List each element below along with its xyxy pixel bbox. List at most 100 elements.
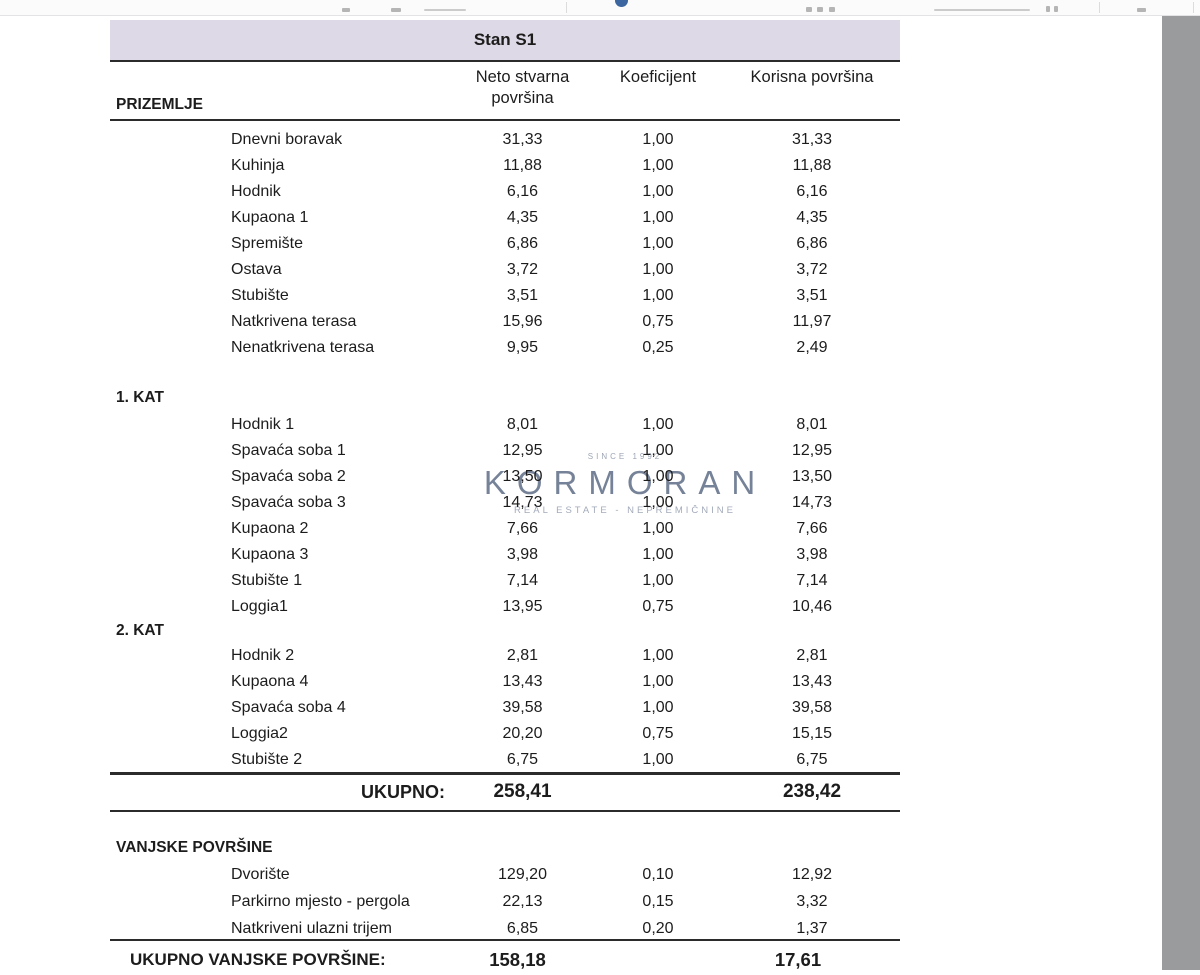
- table-row: Loggia2 20,20 0,75 15,15: [0, 721, 900, 747]
- row-name: Dvorište: [231, 866, 290, 883]
- table-row: Stubište 1 7,14 1,00 7,14: [0, 568, 900, 594]
- row-neto-value: 8,01: [506, 416, 539, 433]
- viewer-gutter[interactable]: [1162, 16, 1200, 970]
- section-label-vanjske-povr-ine: VANJSKE POVRŠINE: [116, 839, 273, 856]
- row-koef-value: 0,75: [642, 313, 674, 330]
- toolbar-separator: [1193, 2, 1194, 13]
- total-row: UKUPNO: 258,41 238,42: [0, 777, 900, 807]
- row-name: Spremište: [231, 235, 304, 252]
- table-row: Spavaća soba 4 39,58 1,00 39,58: [0, 695, 900, 721]
- outdoor-total-label: UKUPNO VANJSKE POVRŠINE:: [130, 950, 386, 969]
- row-neto-value: 11,88: [503, 157, 542, 174]
- row-neto-value: 13,95: [502, 598, 543, 615]
- row-neto-value: 14,73: [502, 494, 543, 511]
- row-korisna-value: 3,51: [796, 287, 828, 304]
- cropped-toolbar-icon[interactable]: [829, 7, 835, 12]
- row-koef-value: 1,00: [642, 416, 674, 433]
- row-neto-value: 20,20: [502, 725, 543, 742]
- table-row: Hodnik 1 8,01 1,00 8,01: [0, 412, 900, 438]
- total-korisna-value: 238,42: [782, 781, 842, 802]
- row-koef-value: 0,10: [642, 866, 674, 883]
- row-name: Stubište 1: [231, 572, 303, 589]
- row-koef-value: 1,00: [642, 209, 674, 226]
- row-neto-value: 13,50: [502, 468, 543, 485]
- table-row: Hodnik 6,16 1,00 6,16: [0, 179, 900, 205]
- row-neto-value: 12,95: [502, 442, 543, 459]
- row-korisna-value: 12,95: [791, 442, 833, 459]
- row-koef-value: 0,20: [642, 920, 674, 937]
- cropped-toolbar-icon[interactable]: [817, 7, 823, 12]
- table-row: Natkrivena terasa 15,96 0,75 11,97: [0, 309, 900, 335]
- row-neto-value: 13,43: [502, 673, 543, 690]
- row-korisna-value: 11,97: [792, 313, 832, 330]
- row-neto-value: 129,20: [498, 866, 547, 883]
- row-korisna-value: 7,66: [796, 520, 828, 537]
- row-korisna-value: 12,92: [791, 866, 833, 883]
- total-neto-value: 258,41: [493, 781, 552, 802]
- rule-under-title: [110, 60, 900, 62]
- row-koef-value: 1,00: [642, 699, 674, 716]
- table-row: Kupaona 4 13,43 1,00 13,43: [0, 669, 900, 695]
- total-label: UKUPNO:: [361, 782, 445, 802]
- row-korisna-value: 11,88: [792, 157, 832, 174]
- row-neto-value: 6,85: [506, 920, 539, 937]
- row-korisna-value: 6,86: [796, 235, 828, 252]
- cropped-toolbar-icon[interactable]: [806, 7, 812, 12]
- row-name: Kupaona 3: [231, 546, 309, 563]
- row-koef-value: 1,00: [642, 442, 674, 459]
- toolbar-separator: [1099, 2, 1100, 13]
- row-korisna-value: 10,46: [791, 598, 833, 615]
- outdoor-total-neto-value: 158,18: [489, 949, 546, 970]
- table-row: Stubište 3,51 1,00 3,51: [0, 283, 900, 309]
- row-name: Hodnik 2: [231, 647, 295, 664]
- cropped-toolbar-icon[interactable]: [1054, 6, 1058, 12]
- outdoor-total-korisna-value: 17,61: [774, 949, 822, 970]
- row-name: Spavaća soba 2: [231, 468, 346, 485]
- table-row: Spavaća soba 3 14,73 1,00 14,73: [0, 490, 900, 516]
- row-koef-value: 1,00: [642, 157, 674, 174]
- table-row: Dnevni boravak 31,33 1,00 31,33: [0, 127, 900, 153]
- column-header-koeficijent: Koeficijent: [619, 68, 697, 86]
- row-koef-value: 1,00: [642, 261, 674, 278]
- table-row: Kupaona 3 3,98 1,00 3,98: [0, 542, 900, 568]
- cropped-toolbar-icon[interactable]: [342, 8, 350, 12]
- row-name: Hodnik: [231, 183, 281, 200]
- document-page: SINCE 1992 KORMORAN REAL ESTATE - NEPREM…: [0, 15, 1162, 970]
- table-row: Spavaća soba 1 12,95 1,00 12,95: [0, 438, 900, 464]
- table-row: Loggia1 13,95 0,75 10,46: [0, 594, 900, 620]
- row-name: Dnevni boravak: [231, 131, 343, 148]
- row-korisna-value: 13,43: [791, 673, 833, 690]
- table-row: Dvorište 129,20 0,10 12,92: [0, 861, 900, 888]
- cropped-toolbar-icon[interactable]: [391, 8, 401, 12]
- row-neto-value: 6,86: [506, 235, 539, 252]
- row-korisna-value: 39,58: [791, 699, 833, 716]
- table-row: Hodnik 2 2,81 1,00 2,81: [0, 643, 900, 669]
- cropped-toolbar-icon[interactable]: [1046, 6, 1050, 12]
- row-name: Kupaona 2: [231, 520, 309, 537]
- row-neto-value: 3,51: [506, 287, 539, 304]
- row-korisna-value: 3,32: [796, 893, 828, 910]
- cropped-zoom-slider[interactable]: [934, 9, 1030, 11]
- row-name: Stubište: [231, 287, 289, 304]
- row-name: Spavaća soba 4: [231, 699, 346, 716]
- cropped-toolbar-icon[interactable]: [1137, 8, 1146, 12]
- row-korisna-value: 3,72: [796, 261, 828, 278]
- section-label-prizemlje: PRIZEMLJE: [116, 96, 203, 113]
- table-row: Nenatkrivena terasa 9,95 0,25 2,49: [0, 335, 900, 361]
- row-name: Kuhinja: [231, 157, 285, 174]
- toolbar-separator: [566, 2, 567, 13]
- row-koef-value: 1,00: [642, 287, 674, 304]
- row-koef-value: 1,00: [642, 520, 674, 537]
- table-row: Spavaća soba 2 13,50 1,00 13,50: [0, 464, 900, 490]
- table-row: Natkriveni ulazni trijem 6,85 0,20 1,37: [0, 915, 900, 942]
- row-name: Spavaća soba 3: [231, 494, 346, 511]
- cropped-toolbar-icon[interactable]: [424, 9, 466, 11]
- row-neto-value: 39,58: [502, 699, 543, 716]
- row-korisna-value: 3,98: [796, 546, 828, 563]
- row-name: Stubište 2: [231, 751, 303, 768]
- cropped-blue-logo-icon[interactable]: [615, 0, 628, 7]
- row-neto-value: 4,35: [506, 209, 539, 226]
- row-koef-value: 0,75: [642, 725, 674, 742]
- row-koef-value: 0,75: [642, 598, 674, 615]
- table-row: Kupaona 2 7,66 1,00 7,66: [0, 516, 900, 542]
